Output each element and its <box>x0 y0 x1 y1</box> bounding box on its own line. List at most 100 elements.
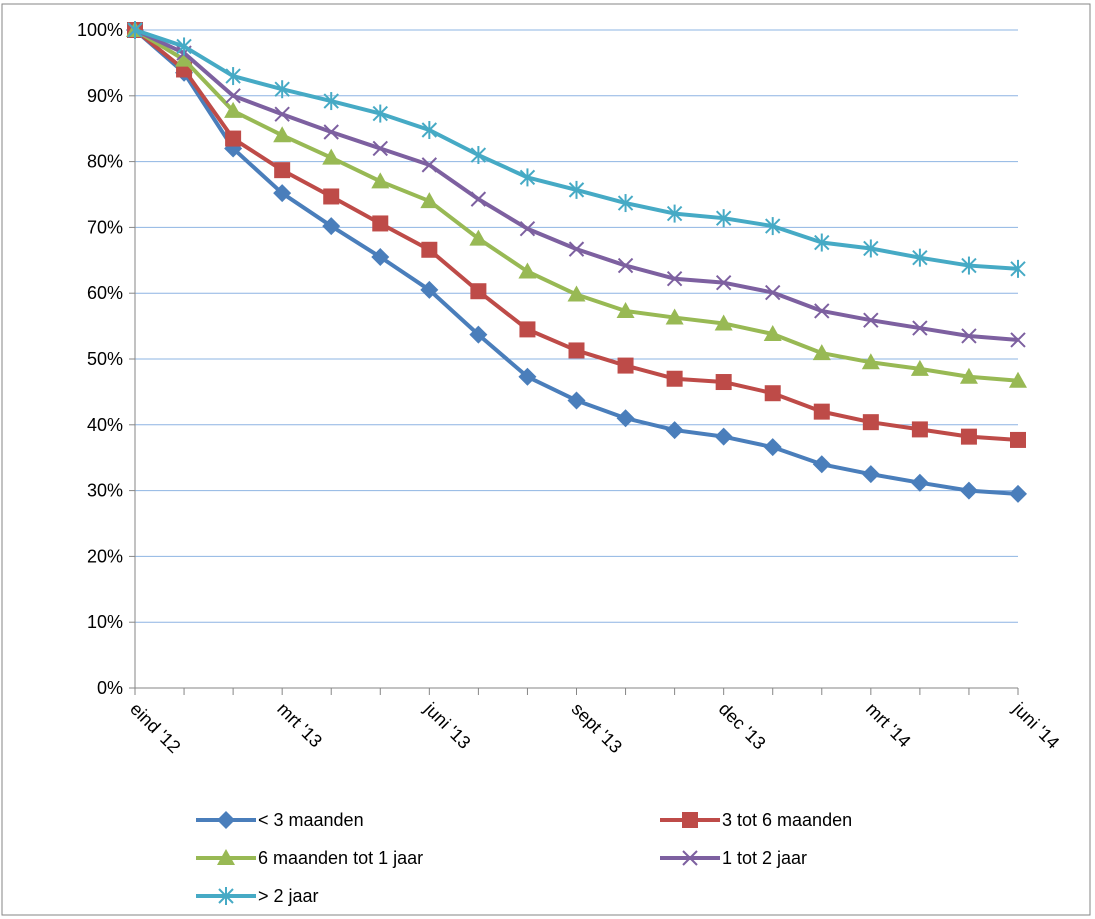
data-point <box>420 280 439 299</box>
data-point <box>911 421 928 438</box>
data-point <box>1010 431 1026 448</box>
data-point <box>665 308 684 325</box>
y-tick-label: 30% <box>87 481 123 501</box>
legend-item: 6 maanden tot 1 jaar <box>196 848 423 868</box>
data-point <box>322 148 341 165</box>
data-point <box>322 217 341 236</box>
marker-stroke <box>470 191 487 207</box>
data-point <box>763 438 782 457</box>
data-point <box>862 414 879 431</box>
y-tick-label: 0% <box>97 678 123 698</box>
marker-stroke <box>421 157 438 173</box>
data-point <box>372 215 389 232</box>
y-tick-label: 80% <box>87 152 123 172</box>
data-point <box>863 239 879 258</box>
axes <box>129 29 1019 695</box>
marker-stroke <box>666 271 683 287</box>
data-point <box>765 284 781 301</box>
data-point <box>764 385 781 402</box>
marker-stroke <box>568 241 585 257</box>
data-point <box>616 409 635 428</box>
marker-stroke <box>1010 332 1026 348</box>
data-point <box>469 325 488 344</box>
data-point <box>714 314 733 331</box>
data-point <box>567 285 586 302</box>
data-point <box>912 320 928 336</box>
data-point <box>469 229 488 246</box>
data-point <box>814 233 830 252</box>
data-point <box>961 328 977 344</box>
data-point <box>1009 371 1027 388</box>
legend-item: 1 tot 2 jaar <box>660 848 807 868</box>
data-point <box>665 421 684 440</box>
marker-stroke <box>912 320 928 336</box>
data-point <box>371 248 390 267</box>
y-tick-label: 100% <box>77 20 123 40</box>
data-point <box>421 241 438 258</box>
data-point <box>959 367 978 384</box>
legend-item: 3 tot 6 maanden <box>660 810 852 830</box>
marker-stroke <box>682 850 698 866</box>
data-point <box>519 168 536 187</box>
legend-label: < 3 maanden <box>258 810 364 830</box>
data-point <box>371 172 390 189</box>
data-point <box>861 465 880 484</box>
data-point <box>323 92 339 111</box>
data-point <box>225 130 242 147</box>
marker-stroke <box>715 274 732 291</box>
data-point <box>421 157 438 173</box>
data-point <box>176 37 192 56</box>
y-tick-label: 60% <box>87 283 123 303</box>
data-point <box>274 106 290 122</box>
data-point <box>813 403 830 420</box>
legend-marker <box>218 887 234 905</box>
data-point <box>372 140 388 157</box>
data-point <box>274 80 290 99</box>
data-point <box>1010 259 1026 278</box>
data-point <box>519 221 536 237</box>
data-point <box>224 101 243 118</box>
data-point <box>910 473 929 492</box>
data-point <box>912 248 928 267</box>
data-point <box>470 146 487 165</box>
data-point <box>617 357 634 374</box>
y-tick-label: 50% <box>87 349 123 369</box>
y-tick-label: 10% <box>87 612 123 632</box>
data-point <box>518 262 537 279</box>
data-point <box>959 481 978 500</box>
data-point <box>273 184 292 203</box>
data-point <box>812 455 831 474</box>
data-point <box>225 88 241 104</box>
y-tick-label: 20% <box>87 546 123 566</box>
data-point <box>714 427 733 446</box>
data-point <box>567 391 586 410</box>
data-point <box>470 283 487 300</box>
data-point <box>273 126 292 143</box>
legend: < 3 maanden 3 tot 6 maanden 6 maanden tot … <box>196 810 852 906</box>
data-point <box>470 191 487 207</box>
data-point <box>421 121 438 140</box>
series-4 <box>127 22 1026 348</box>
data-point <box>420 192 439 209</box>
marker-stroke <box>814 303 830 319</box>
data-point <box>225 67 241 86</box>
marker-stroke <box>617 257 634 274</box>
legend-label: 6 maanden tot 1 jaar <box>258 848 423 868</box>
y-tick-label: 40% <box>87 415 123 435</box>
legend-item: < 3 maanden <box>196 810 364 830</box>
marker-stroke <box>274 106 290 122</box>
data-point <box>568 342 585 359</box>
data-point <box>666 204 683 223</box>
data-point <box>617 194 634 213</box>
series-2 <box>127 22 1026 448</box>
data-point <box>961 256 977 275</box>
marker-stroke <box>765 284 781 301</box>
data-point <box>568 180 585 199</box>
marker-stroke <box>225 88 241 104</box>
data-point <box>518 367 537 386</box>
chart-border <box>1 3 1091 916</box>
data-point <box>861 353 880 370</box>
series-group <box>126 21 1027 503</box>
marker-stroke <box>372 140 388 157</box>
data-point <box>274 162 291 179</box>
